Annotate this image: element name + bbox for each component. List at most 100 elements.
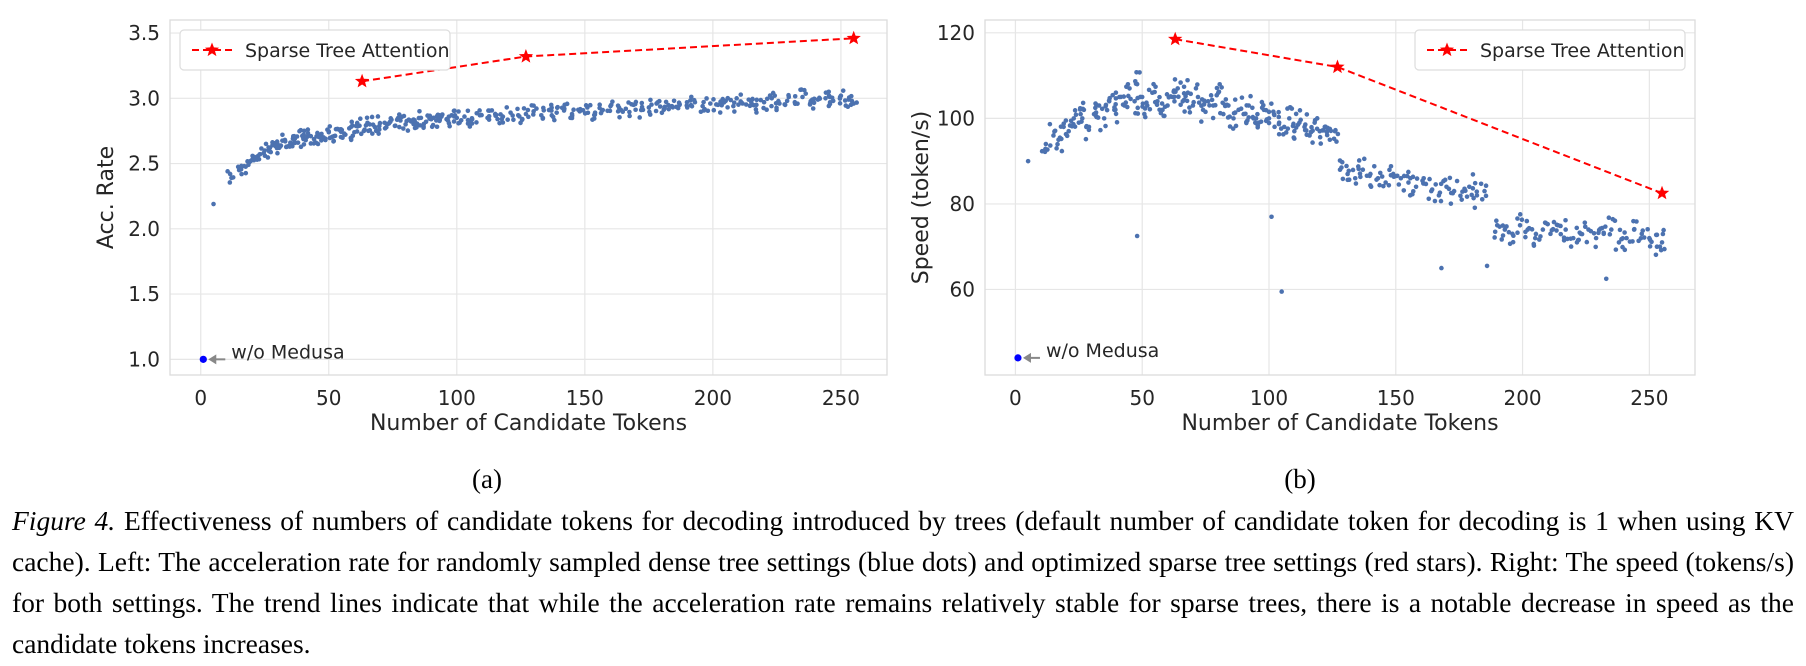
dense-point: [511, 117, 516, 123]
dense-point: [562, 102, 567, 108]
baseline-arrow-head: [1022, 352, 1031, 363]
dense-point: [305, 130, 311, 136]
dense-point: [823, 96, 828, 101]
dense-point: [774, 105, 779, 111]
dense-point: [1568, 244, 1574, 249]
dense-point: [776, 98, 781, 104]
dense-point: [257, 151, 263, 157]
dense-point: [1261, 102, 1266, 108]
dense-point: [633, 99, 639, 105]
dense-point: [1255, 123, 1261, 128]
dense-point: [701, 99, 706, 105]
dense-point: [1132, 98, 1137, 104]
dense-point: [691, 97, 697, 103]
dense-point: [798, 87, 803, 93]
dense-point: [280, 132, 285, 138]
dense-point: [1321, 128, 1326, 133]
dense-point: [375, 114, 381, 119]
baseline-annotation: w/o Medusa: [231, 341, 344, 363]
dense-point: [1298, 117, 1303, 123]
dense-point: [377, 127, 382, 132]
dense-point: [1356, 158, 1362, 163]
dense-point: [1551, 219, 1557, 225]
dense-point: [1368, 184, 1374, 190]
dense-point: [1511, 233, 1516, 239]
dense-point: [670, 105, 676, 110]
dense-point: [1140, 101, 1146, 106]
dense-point: [1244, 120, 1249, 126]
dense-point: [1554, 222, 1560, 228]
dense-point: [758, 97, 764, 103]
dense-point: [510, 113, 515, 118]
dense-point: [263, 141, 269, 147]
dense-point: [469, 115, 475, 121]
dense-point: [698, 109, 704, 115]
dense-point: [1181, 97, 1187, 103]
baseline-annotation: w/o Medusa: [1046, 340, 1159, 362]
dense-point: [1118, 94, 1124, 100]
dense-point: [1066, 128, 1071, 134]
dense-point: [792, 93, 798, 99]
dense-point: [1072, 108, 1078, 113]
dense-point: [348, 124, 354, 130]
dense-point: [486, 117, 492, 122]
dense-point: [430, 122, 436, 128]
dense-point: [315, 130, 320, 136]
legend-label: Sparse Tree Attention: [1480, 40, 1685, 62]
dense-point: [837, 94, 843, 100]
dense-point: [1055, 141, 1060, 147]
y-tick-label: 80: [950, 192, 975, 216]
dense-point: [1133, 110, 1138, 116]
dense-point: [743, 102, 749, 107]
dense-point: [1219, 85, 1224, 90]
dense-point: [639, 104, 645, 110]
dense-point: [627, 109, 632, 115]
dense-point: [275, 150, 280, 156]
dense-point: [1603, 224, 1608, 229]
x-tick-label: 100: [1250, 386, 1288, 410]
dense-point: [1532, 235, 1538, 241]
dense-point: [1185, 77, 1190, 83]
dense-point: [1622, 247, 1628, 253]
dense-point: [445, 118, 451, 123]
dense-point: [1334, 139, 1339, 144]
dense-point: [633, 107, 638, 113]
panel-label-a: (a): [472, 464, 502, 494]
dense-point: [577, 106, 583, 112]
dense-point: [1357, 171, 1363, 176]
dense-point: [397, 124, 402, 130]
dense-point: [684, 103, 690, 108]
dense-point: [1227, 124, 1233, 129]
dense-points: [1025, 69, 1667, 294]
dense-point: [1617, 227, 1623, 233]
dense-point: [499, 116, 505, 122]
sparse-tree-star: [1330, 59, 1345, 74]
dense-point: [629, 101, 634, 107]
dense-point: [497, 120, 502, 126]
dense-point: [663, 99, 669, 105]
dense-point: [268, 149, 274, 155]
dense-point: [754, 97, 760, 103]
x-tick-label: 250: [1630, 386, 1668, 410]
dense-point: [657, 104, 663, 109]
x-tick-label: 200: [694, 386, 732, 410]
dense-point: [266, 145, 271, 150]
dense-point: [1404, 173, 1410, 179]
dense-point: [1291, 121, 1296, 127]
dense-point: [1610, 216, 1616, 222]
dense-point: [561, 108, 567, 113]
dense-point: [753, 107, 759, 112]
dense-point: [1172, 77, 1178, 82]
dense-point: [1238, 106, 1244, 111]
dense-point: [1507, 241, 1513, 247]
dense-point: [1396, 182, 1402, 187]
dense-point: [1609, 227, 1614, 232]
dense-point: [1263, 107, 1269, 113]
dense-point: [708, 101, 713, 106]
dense-point: [1563, 227, 1568, 232]
dense-point: [1251, 116, 1256, 121]
dense-point: [274, 139, 280, 144]
y-tick-label: 1.5: [128, 282, 160, 306]
dense-point: [1187, 105, 1192, 110]
dense-point: [1178, 102, 1183, 108]
